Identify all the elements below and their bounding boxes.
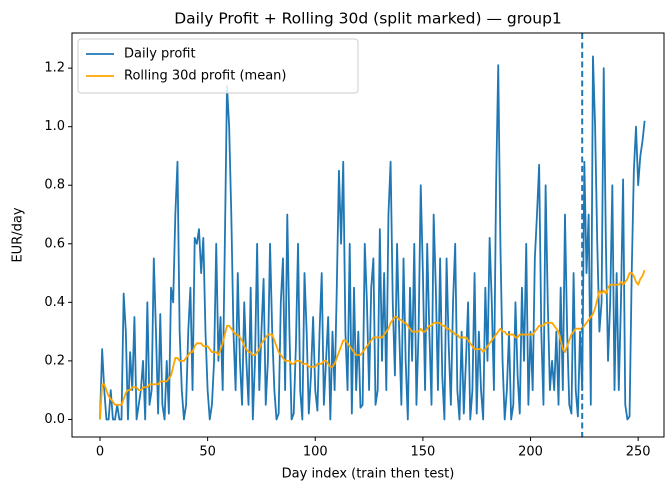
x-tick-label: 250 [626, 445, 651, 460]
legend-label: Rolling 30d profit (mean) [124, 69, 286, 84]
y-tick-label: 1.0 [44, 119, 65, 134]
y-tick-label: 0.0 [44, 412, 65, 427]
y-tick-label: 0.4 [44, 295, 65, 310]
y-tick-label: 1.2 [44, 61, 65, 76]
x-tick-label: 200 [518, 445, 543, 460]
chart-title: Daily Profit + Rolling 30d (split marked… [174, 10, 562, 28]
series-line [99, 55, 646, 421]
x-tick-label: 150 [410, 445, 435, 460]
x-tick-label: 100 [303, 445, 328, 460]
y-axis-label: EUR/day [11, 207, 26, 262]
x-tick-label: 50 [199, 445, 216, 460]
x-tick-label: 0 [96, 445, 104, 460]
y-tick-label: 0.6 [44, 236, 65, 251]
series-line [99, 269, 646, 420]
legend-box [77, 38, 359, 94]
y-tick-label: 0.8 [44, 178, 65, 193]
y-tick-label: 0.2 [44, 353, 65, 368]
x-axis-label: Day index (train then test) [282, 467, 455, 482]
legend-label: Daily profit [124, 47, 196, 62]
plot-frame [71, 32, 665, 438]
